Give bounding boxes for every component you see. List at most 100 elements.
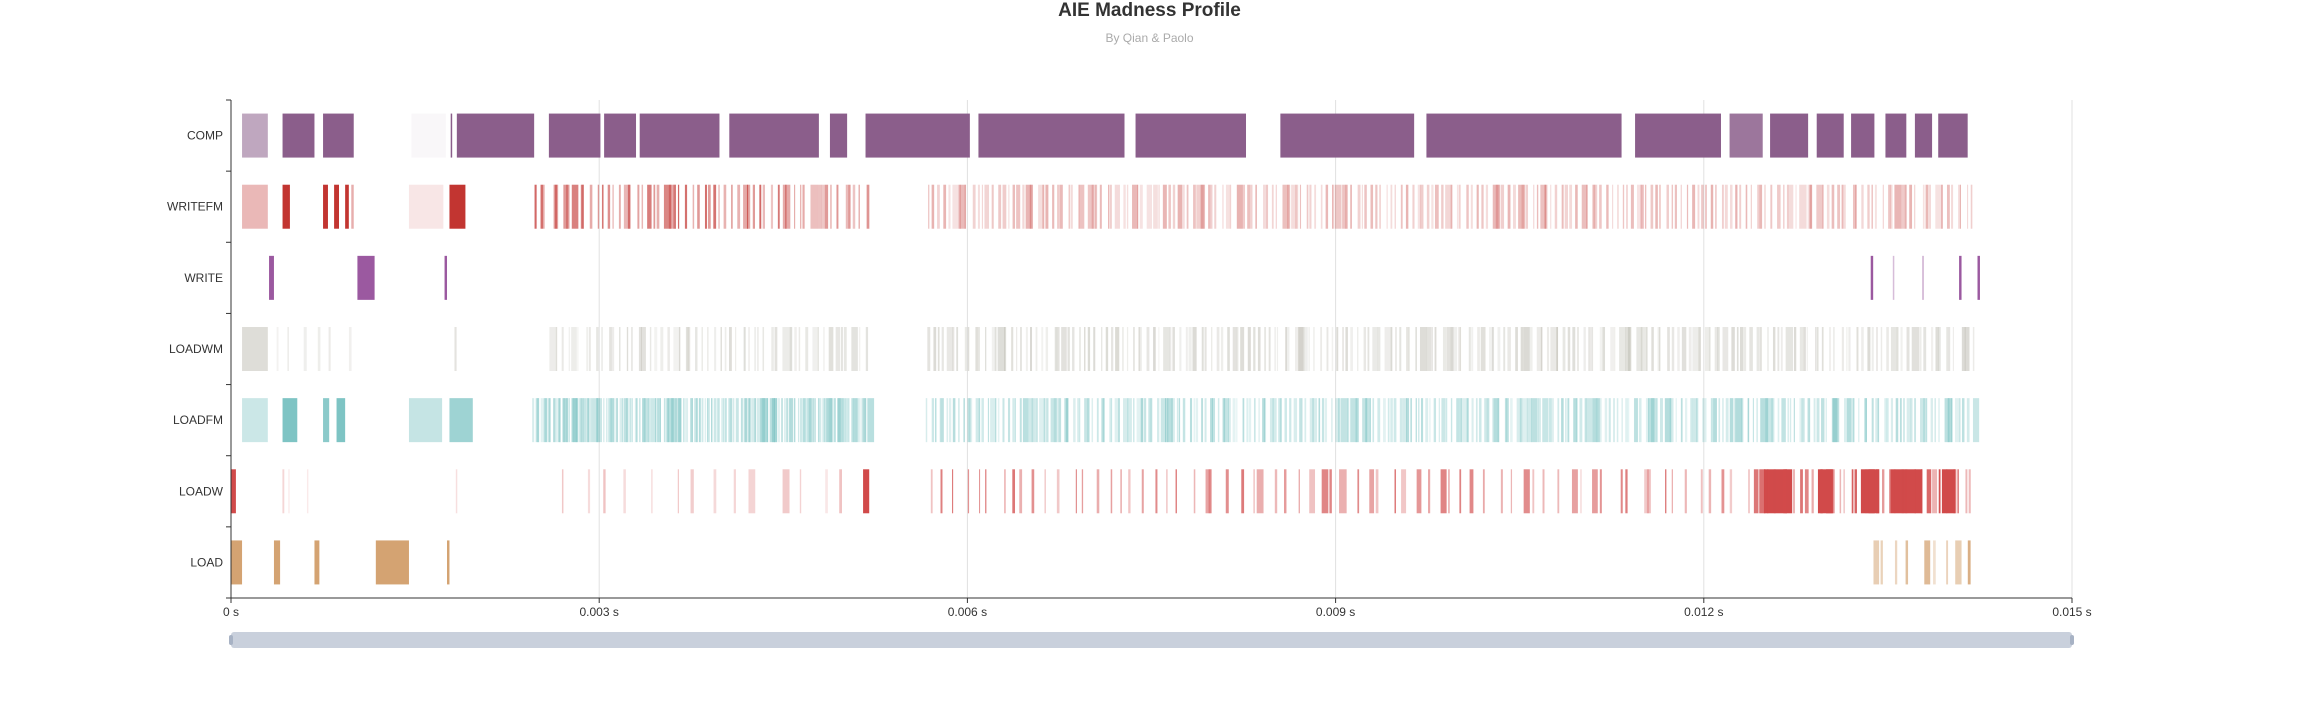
- bar-loadfm-stripe-1-222[interactable]: [1821, 398, 1825, 443]
- bar-writefm-stripe-1-50[interactable]: [1177, 184, 1183, 229]
- bar-loadfm-stripe-1-197[interactable]: [1722, 398, 1724, 443]
- bar-writefm-stripe-1-156[interactable]: [1704, 184, 1708, 229]
- bar-loadfm-5[interactable]: [449, 398, 473, 443]
- bar-loadwm-stripe-3-140[interactable]: [1659, 327, 1661, 371]
- bar-loadfm-stripe-1-153[interactable]: [1542, 398, 1549, 443]
- bar-loadwm-stripe-2-45[interactable]: [812, 327, 818, 371]
- bar-loadwm-stripe-3-161[interactable]: [1772, 327, 1776, 371]
- bar-loadfm-stripe-0-6[interactable]: [547, 398, 551, 443]
- bar-loadfm-stripe-0-95[interactable]: [762, 398, 766, 443]
- bar-loadwm-stripe-3-141[interactable]: [1667, 327, 1670, 371]
- bar-writefm-stripe-1-142[interactable]: [1636, 184, 1642, 229]
- bar-loadfm-stripe-1-228[interactable]: [1846, 398, 1852, 443]
- bar-loadw-stripe-2-6[interactable]: [690, 469, 694, 514]
- bar-writefm-stripe-1-88[interactable]: [1364, 184, 1367, 229]
- bar-load-0[interactable]: [231, 540, 243, 585]
- bar-loadfm-stripe-1-146[interactable]: [1516, 398, 1523, 443]
- bar-loadfm-stripe-1-57[interactable]: [1157, 398, 1160, 443]
- bar-writefm-stripe-0-38[interactable]: [746, 184, 749, 229]
- bar-loadfm-stripe-1-147[interactable]: [1519, 398, 1522, 443]
- bar-writefm-stripe-1-184[interactable]: [1844, 184, 1846, 229]
- bar-writefm-stripe-1-2[interactable]: [937, 184, 940, 229]
- bar-loadwm-stripe-2-37[interactable]: [762, 327, 765, 371]
- bar-loadwm-stripe-2-24[interactable]: [687, 327, 691, 371]
- bar-loadw-stripe-3-7[interactable]: [1012, 469, 1016, 514]
- bar-writefm-stripe-1-19[interactable]: [1022, 184, 1025, 229]
- bar-loadwm-stripe-3-82[interactable]: [1357, 327, 1359, 371]
- bar-loadfm-stripe-1-112[interactable]: [1377, 398, 1381, 443]
- bar-loadfm-stripe-0-76[interactable]: [716, 398, 719, 443]
- bar-loadfm-stripe-1-231[interactable]: [1858, 398, 1860, 443]
- bar-loadfm-stripe-1-73[interactable]: [1222, 398, 1229, 443]
- bar-writefm-stripe-1-179[interactable]: [1822, 184, 1824, 229]
- bar-loadfm-stripe-1-97[interactable]: [1318, 398, 1321, 443]
- bar-loadfm-stripe-1-38[interactable]: [1078, 398, 1081, 443]
- bar-writefm-stripe-0-44[interactable]: [782, 184, 791, 229]
- bar-writefm-stripe-1-13[interactable]: [991, 184, 994, 229]
- bar-writefm-stripe-1-41[interactable]: [1132, 184, 1139, 229]
- bar-loadwm-stripe-3-153[interactable]: [1731, 327, 1735, 371]
- bar-loadfm-stripe-1-218[interactable]: [1807, 398, 1809, 443]
- bar-writefm-stripe-0-32[interactable]: [713, 184, 717, 229]
- bar-loadfm-stripe-1-110[interactable]: [1369, 398, 1371, 443]
- bar-loadfm-stripe-0-116[interactable]: [812, 398, 815, 443]
- bar-loadfm-stripe-1-117[interactable]: [1399, 398, 1403, 443]
- bar-loadfm-stripe-1-32[interactable]: [1053, 398, 1061, 443]
- bar-loadw-stripe-3-31[interactable]: [1298, 469, 1300, 514]
- bar-loadfm-stripe-0-123[interactable]: [828, 398, 832, 443]
- bar-loadfm-stripe-1-100[interactable]: [1331, 398, 1333, 443]
- bar-loadwm-stripe-3-180[interactable]: [1871, 327, 1874, 371]
- bar-loadfm-stripe-0-7[interactable]: [549, 398, 551, 443]
- bar-loadw-stripe-4-14[interactable]: [1843, 469, 1845, 514]
- bar-loadwm-stripe-3-57[interactable]: [1227, 327, 1230, 371]
- bar-loadfm-stripe-1-71[interactable]: [1212, 398, 1216, 443]
- bar-loadwm-stripe-3-23[interactable]: [1045, 327, 1049, 371]
- bar-loadwm-stripe-3-77[interactable]: [1331, 327, 1334, 371]
- bar-loadfm-stripe-1-128[interactable]: [1441, 398, 1446, 443]
- bar-loadw-0[interactable]: [231, 469, 236, 514]
- bar-loadw-stripe-4-4[interactable]: [1783, 469, 1787, 514]
- bar-writefm-stripe-0-39[interactable]: [752, 184, 756, 229]
- bar-loadw-stripe-3-33[interactable]: [1321, 469, 1329, 514]
- bar-writefm-stripe-1-135[interactable]: [1599, 184, 1602, 229]
- bar-writefm-5[interactable]: [351, 184, 354, 229]
- bar-loadwm-stripe-3-46[interactable]: [1169, 327, 1172, 371]
- bar-writefm-stripe-1-33[interactable]: [1091, 184, 1098, 229]
- bar-loadwm-stripe-3-58[interactable]: [1232, 327, 1237, 371]
- bar-loadfm-stripe-0-104[interactable]: [784, 398, 786, 443]
- bar-loadw-stripe-3-49[interactable]: [1510, 469, 1513, 514]
- bar-loadw-stripe-3-64[interactable]: [1684, 469, 1687, 514]
- bar-loadw-stripe-3-41[interactable]: [1416, 469, 1422, 514]
- bar-loadwm-stripe-3-6[interactable]: [956, 327, 959, 371]
- bar-loadfm-stripe-1-78[interactable]: [1242, 398, 1245, 443]
- bar-loadfm-stripe-1-212[interactable]: [1781, 398, 1786, 443]
- bar-loadfm-stripe-0-125[interactable]: [833, 398, 836, 443]
- bar-loadfm-stripe-0-135[interactable]: [858, 398, 861, 443]
- bar-writefm-stripe-0-55[interactable]: [845, 184, 848, 229]
- bar-loadfm-stripe-1-133[interactable]: [1461, 398, 1470, 443]
- bar-loadwm-stripe-3-38[interactable]: [1126, 327, 1129, 371]
- bar-loadfm-stripe-1-121[interactable]: [1415, 398, 1417, 443]
- bar-loadwm-stripe-3-19[interactable]: [1025, 327, 1028, 371]
- bar-loadfm-stripe-1-248[interactable]: [1925, 398, 1928, 443]
- bar-loadfm-stripe-0-14[interactable]: [565, 398, 569, 443]
- bar-loadfm-stripe-0-9[interactable]: [554, 398, 557, 443]
- bar-loadw-2[interactable]: [1763, 469, 1793, 514]
- bar-comp-4[interactable]: [450, 113, 453, 158]
- bar-writefm-stripe-1-143[interactable]: [1640, 184, 1644, 229]
- bar-writefm-stripe-1-185[interactable]: [1852, 184, 1856, 229]
- bar-writefm-stripe-0-20[interactable]: [647, 184, 652, 229]
- bar-writefm-stripe-1-105[interactable]: [1450, 184, 1453, 229]
- bar-loadfm-stripe-1-114[interactable]: [1387, 398, 1390, 443]
- bar-loadfm-stripe-1-155[interactable]: [1552, 398, 1554, 443]
- bar-loadfm-stripe-0-54[interactable]: [663, 398, 666, 443]
- data-zoom-slider[interactable]: [229, 632, 2074, 648]
- bar-loadfm-stripe-0-34[interactable]: [615, 398, 618, 443]
- bar-write-2[interactable]: [444, 255, 448, 300]
- bar-writefm-stripe-0-24[interactable]: [668, 184, 676, 229]
- bar-writefm-stripe-1-161[interactable]: [1730, 184, 1733, 229]
- bar-writefm-stripe-1-78[interactable]: [1314, 184, 1317, 229]
- bar-writefm-stripe-1-124[interactable]: [1544, 184, 1547, 229]
- bar-writefm-stripe-1-67[interactable]: [1263, 184, 1266, 229]
- bar-writefm-stripe-1-89[interactable]: [1370, 184, 1374, 229]
